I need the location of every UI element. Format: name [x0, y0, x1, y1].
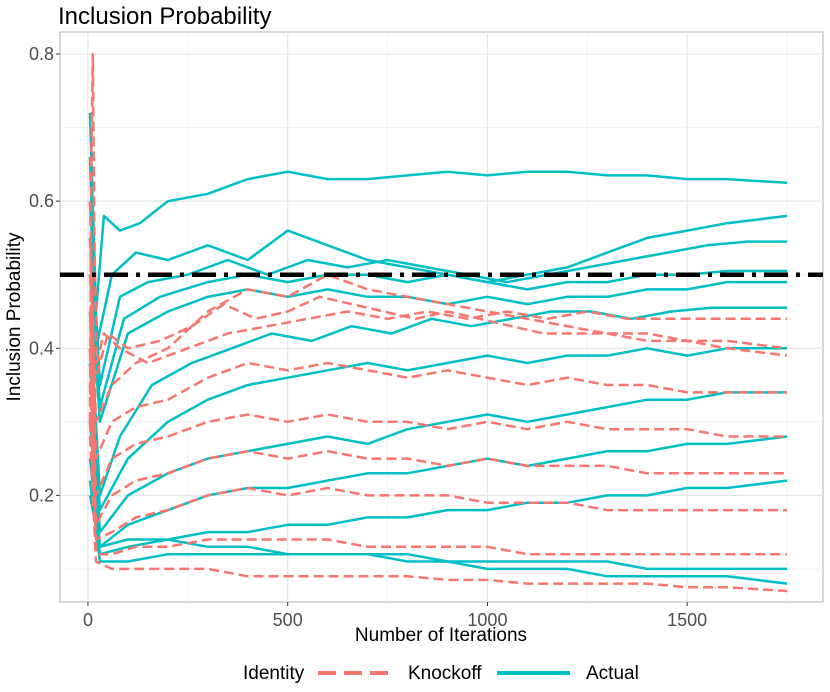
chart-title: Inclusion Probability	[58, 3, 271, 30]
y-axis-title: Inclusion Probability	[4, 232, 25, 401]
plot-panel	[59, 31, 824, 603]
legend-label-knockoff: Knockoff	[408, 663, 482, 684]
series-line-knockoff-15	[88, 274, 787, 460]
series-line-actual-1	[88, 112, 788, 313]
y-tick-label: 0.2	[29, 485, 54, 505]
legend-title: Identity	[243, 663, 305, 684]
series-line-actual-12	[88, 495, 788, 585]
x-tick-label: 0	[83, 610, 93, 630]
x-tick-label: 1500	[667, 610, 707, 630]
series-line-actual-11	[88, 480, 787, 571]
x-axis-title: Number of Iterations	[355, 625, 527, 646]
series-line-knockoff-17	[88, 348, 787, 527]
x-tick-label: 1000	[467, 610, 507, 630]
series-line-actual-3	[88, 201, 787, 387]
y-tick-label: 0.6	[29, 191, 54, 211]
x-axis-ticks: 0 500 1000 1500	[83, 602, 707, 630]
series-line-knockoff-13	[88, 52, 787, 422]
x-tick-label: 500	[273, 610, 303, 630]
series-line-knockoff-14	[88, 237, 788, 424]
series-layer	[88, 52, 788, 593]
series-line-knockoff-16	[88, 311, 787, 497]
legend: Identity Knockoff Actual	[243, 663, 639, 684]
series-line-knockoff-20	[88, 436, 788, 593]
series-line-knockoff-18	[88, 384, 787, 541]
y-tick-label: 0.4	[29, 338, 54, 358]
series-line-knockoff-19	[88, 421, 787, 556]
series-line-actual-7	[88, 347, 787, 512]
y-tick-label: 0.8	[29, 44, 54, 64]
series-line-actual-6	[88, 306, 787, 497]
y-axis-ticks: 0.2 0.4 0.6 0.8	[29, 44, 60, 505]
legend-label-actual: Actual	[586, 663, 639, 684]
series-line-actual-2	[88, 156, 788, 350]
